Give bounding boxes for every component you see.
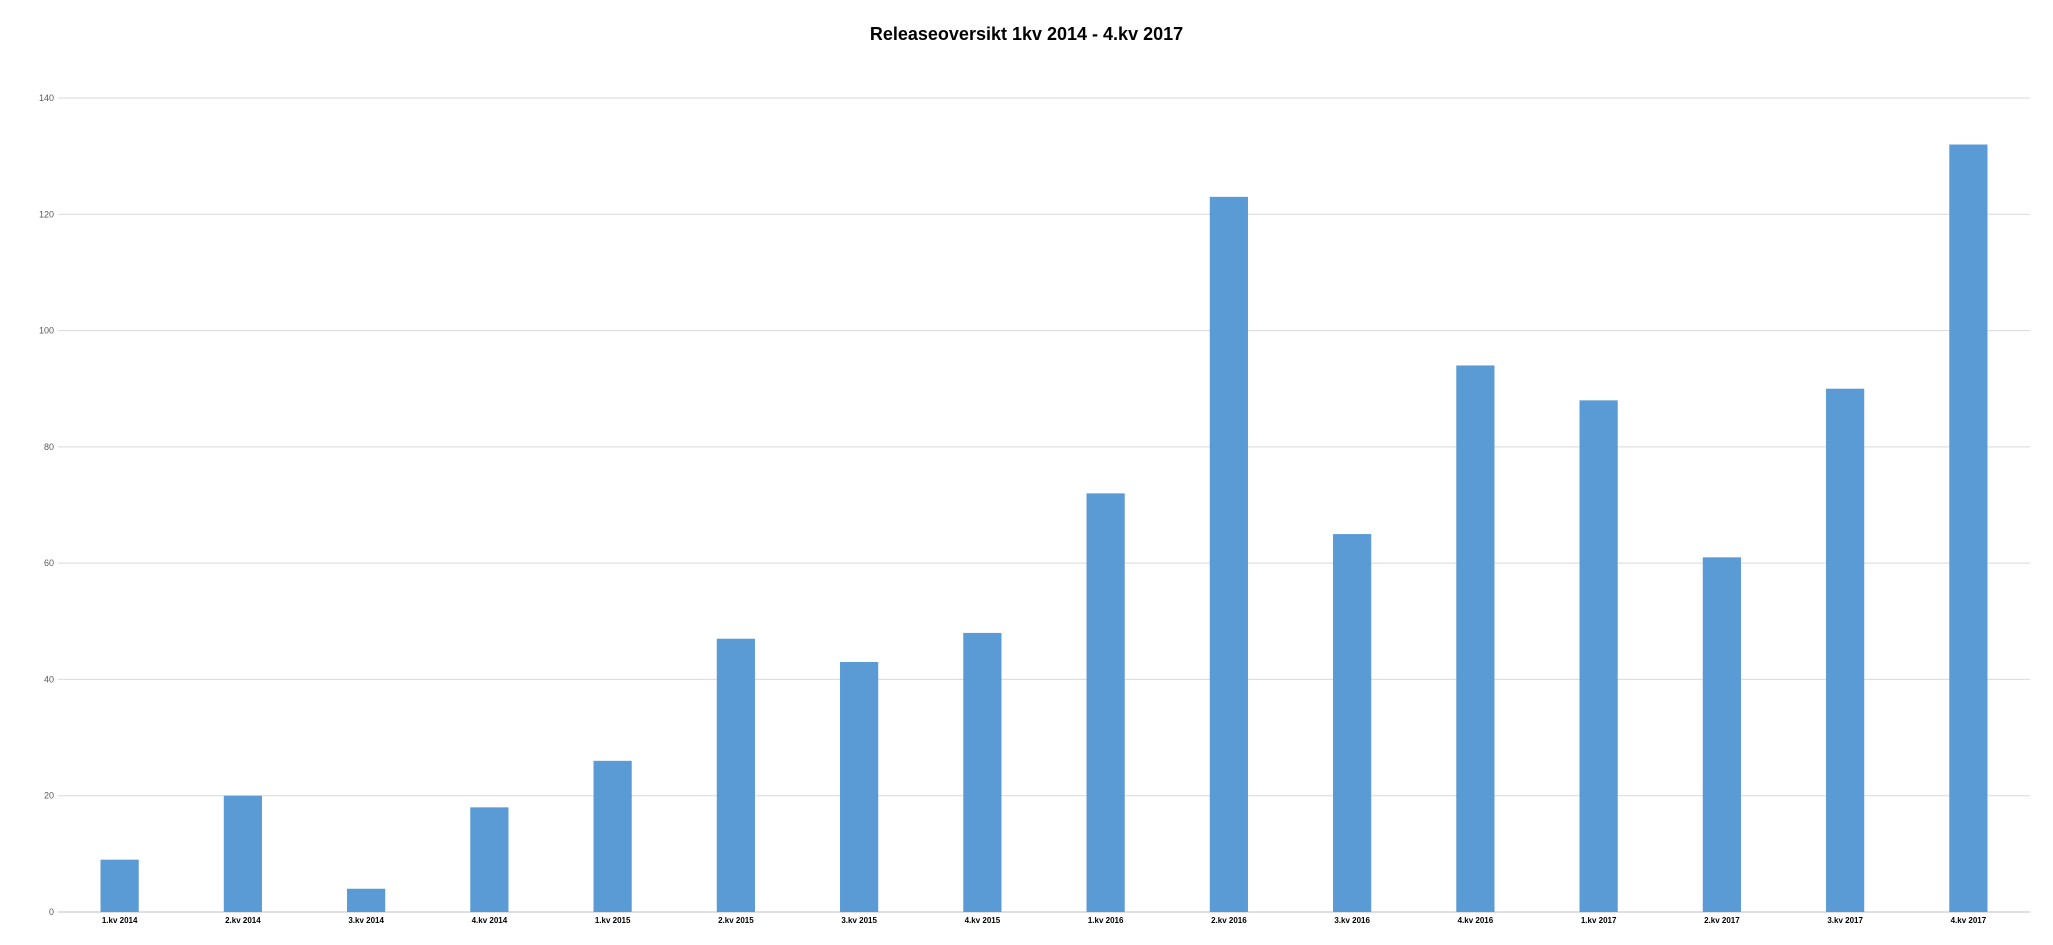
bar xyxy=(1579,400,1618,912)
x-axis: 1.kv 2014 2.kv 2014 3.kv 2014 4.kv 2014 1.kv… xyxy=(102,916,1987,925)
x-tick-label: 4.kv 2014 xyxy=(472,916,508,925)
x-tick-label: 2.kv 2015 xyxy=(718,916,754,925)
x-tick-label: 2.kv 2014 xyxy=(225,916,261,925)
bars xyxy=(100,144,1988,913)
y-axis: 0 20 40 60 80 100 120 140 xyxy=(39,93,54,917)
bar xyxy=(1209,196,1248,913)
x-tick-label: 1.kv 2017 xyxy=(1581,916,1617,925)
bar xyxy=(470,807,509,912)
bar xyxy=(1086,493,1125,912)
bar xyxy=(1456,365,1495,912)
x-tick-label: 3.kv 2016 xyxy=(1334,916,1370,925)
bar xyxy=(716,638,755,912)
bar xyxy=(840,661,879,912)
x-tick-label: 4.kv 2015 xyxy=(965,916,1001,925)
y-tick-label: 100 xyxy=(39,326,54,336)
x-tick-label: 1.kv 2015 xyxy=(595,916,631,925)
y-tick-label: 20 xyxy=(44,791,54,801)
x-tick-label: 1.kv 2016 xyxy=(1088,916,1124,925)
y-tick-label: 60 xyxy=(44,558,54,568)
x-tick-label: 4.kv 2016 xyxy=(1458,916,1494,925)
bar xyxy=(1949,144,1988,912)
bar xyxy=(1333,534,1372,912)
y-tick-label: 140 xyxy=(39,93,54,103)
bar xyxy=(1826,388,1865,912)
y-tick-label: 80 xyxy=(44,442,54,452)
bar xyxy=(593,760,632,912)
bar xyxy=(347,888,386,912)
x-tick-label: 1.kv 2014 xyxy=(102,916,138,925)
y-tick-label: 0 xyxy=(49,907,54,917)
bar xyxy=(100,859,139,912)
x-tick-label: 2.kv 2017 xyxy=(1704,916,1740,925)
x-tick-label: 3.kv 2017 xyxy=(1827,916,1863,925)
y-tick-label: 40 xyxy=(44,674,54,684)
x-tick-label: 4.kv 2017 xyxy=(1951,916,1987,925)
bar xyxy=(963,632,1002,912)
bar xyxy=(223,795,262,912)
x-tick-label: 3.kv 2015 xyxy=(841,916,877,925)
y-tick-label: 120 xyxy=(39,209,54,219)
x-tick-label: 3.kv 2014 xyxy=(348,916,384,925)
bar xyxy=(1702,557,1741,912)
gridlines xyxy=(58,97,2030,913)
chart-title: Releaseoversikt 1kv 2014 - 4.kv 2017 xyxy=(869,24,1184,44)
x-tick-label: 2.kv 2016 xyxy=(1211,916,1247,925)
